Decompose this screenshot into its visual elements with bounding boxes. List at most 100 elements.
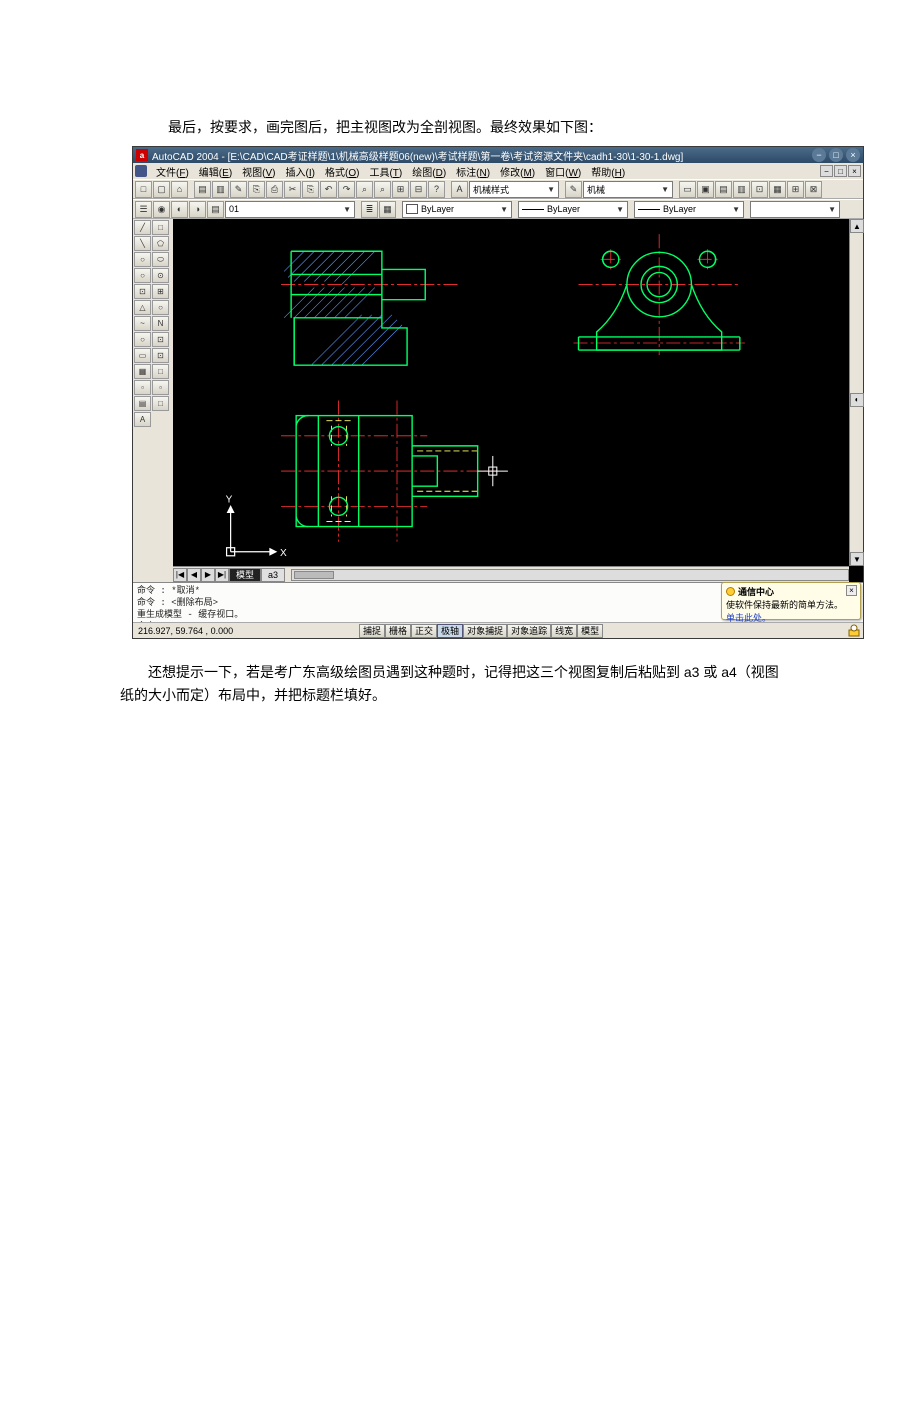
draw-tool-2[interactable]: ╲ xyxy=(134,236,151,251)
menu-dim[interactable]: 标注(N) xyxy=(451,163,495,180)
std-btn2-10[interactable]: ⌕ xyxy=(374,181,391,198)
std-btnr-1[interactable]: ▣ xyxy=(697,181,714,198)
std-btn-0[interactable]: □ xyxy=(135,181,152,198)
close-button[interactable]: × xyxy=(846,148,860,162)
std-btn2-2[interactable]: ✎ xyxy=(230,181,247,198)
status-toggle-4[interactable]: 对象捕捉 xyxy=(463,624,507,638)
plotstyle-combo[interactable]: ▼ xyxy=(750,201,840,218)
menu-insert[interactable]: 插入(I) xyxy=(281,163,320,180)
draw-tool-22[interactable]: ▤ xyxy=(134,396,151,411)
doc-minimize-button[interactable]: − xyxy=(820,165,833,177)
draw-tool-11[interactable]: ○ xyxy=(152,300,169,315)
layer-btn-1[interactable]: ◉ xyxy=(153,201,170,218)
std-btnr-0[interactable]: ▭ xyxy=(679,181,696,198)
layer-btn-0[interactable]: ☰ xyxy=(135,201,152,218)
draw-tool-3[interactable]: ⬠ xyxy=(152,236,169,251)
std-btn2-6[interactable]: ⎘ xyxy=(302,181,319,198)
draw-tool-23[interactable]: □ xyxy=(152,396,169,411)
tab-nav-first[interactable]: |◀ xyxy=(173,568,187,582)
draw-tool-6[interactable]: ○ xyxy=(134,268,151,283)
status-toggle-7[interactable]: 模型 xyxy=(577,624,603,638)
horizontal-scrollbar[interactable] xyxy=(291,569,849,581)
scroll-up-button[interactable]: ▲ xyxy=(850,219,864,233)
textstyle-combo[interactable]: 机械▼ xyxy=(583,181,673,198)
status-toggle-5[interactable]: 对象追踪 xyxy=(507,624,551,638)
status-toggle-2[interactable]: 正交 xyxy=(411,624,437,638)
status-toggle-1[interactable]: 栅格 xyxy=(385,624,411,638)
doc-close-button[interactable]: × xyxy=(848,165,861,177)
scroll-down-button[interactable]: ▼ xyxy=(850,552,864,566)
menu-window[interactable]: 窗口(W) xyxy=(540,163,586,180)
dimstyle-button[interactable]: A xyxy=(451,181,468,198)
std-btn2-4[interactable]: ⎙ xyxy=(266,181,283,198)
vertical-scrollbar[interactable]: ▲ ◐ ▼ xyxy=(849,219,863,566)
std-btn2-1[interactable]: ▥ xyxy=(212,181,229,198)
popup-close-button[interactable]: × xyxy=(846,585,857,596)
tab-a3[interactable]: a3 xyxy=(261,568,285,582)
maximize-button[interactable]: □ xyxy=(829,148,843,162)
layer-toggle-1[interactable]: ▦ xyxy=(379,201,396,218)
menu-help[interactable]: 帮助(H) xyxy=(586,163,630,180)
std-btn2-8[interactable]: ↷ xyxy=(338,181,355,198)
dimstyle-combo[interactable]: 机械样式▼ xyxy=(469,181,559,198)
std-btn2-5[interactable]: ✂ xyxy=(284,181,301,198)
tray-icon[interactable] xyxy=(847,624,861,638)
draw-tool-16[interactable]: ▭ xyxy=(134,348,151,363)
draw-tool-17[interactable]: ⊡ xyxy=(152,348,169,363)
draw-tool-1[interactable]: □ xyxy=(152,220,169,235)
menu-view[interactable]: 视图(V) xyxy=(237,163,280,180)
std-btnr-7[interactable]: ⊠ xyxy=(805,181,822,198)
draw-tool-8[interactable]: ⊡ xyxy=(134,284,151,299)
std-btn2-11[interactable]: ⊞ xyxy=(392,181,409,198)
layer-btn-3[interactable]: ◑ xyxy=(189,201,206,218)
std-btn2-12[interactable]: ⊟ xyxy=(410,181,427,198)
draw-tool-14[interactable]: ○ xyxy=(134,332,151,347)
std-btnr-6[interactable]: ⊞ xyxy=(787,181,804,198)
menu-format[interactable]: 格式(O) xyxy=(320,163,364,180)
std-btn2-9[interactable]: ⌕ xyxy=(356,181,373,198)
menu-edit[interactable]: 编辑(E) xyxy=(194,163,237,180)
tab-nav-last[interactable]: ▶| xyxy=(215,568,229,582)
std-btnr-3[interactable]: ▥ xyxy=(733,181,750,198)
tab-nav-next[interactable]: ▶ xyxy=(201,568,215,582)
draw-tool-19[interactable]: □ xyxy=(152,364,169,379)
draw-tool-10[interactable]: △ xyxy=(134,300,151,315)
std-btn-1[interactable]: ▢ xyxy=(153,181,170,198)
std-btnr-5[interactable]: ▦ xyxy=(769,181,786,198)
draw-tool-7[interactable]: ⊙ xyxy=(152,268,169,283)
draw-tool-12[interactable]: ~ xyxy=(134,316,151,331)
draw-tool-15[interactable]: ⊡ xyxy=(152,332,169,347)
draw-tool-24[interactable]: A xyxy=(134,412,151,427)
tab-nav-prev[interactable]: ◀ xyxy=(187,568,201,582)
std-btn2-3[interactable]: ⎘ xyxy=(248,181,265,198)
draw-tool-0[interactable]: ╱ xyxy=(134,220,151,235)
minimize-button[interactable]: − xyxy=(812,148,826,162)
draw-tool-20[interactable]: ▫ xyxy=(134,380,151,395)
tab-model[interactable]: 模型 xyxy=(229,568,261,582)
draw-tool-21[interactable]: ▫ xyxy=(152,380,169,395)
layer-combo[interactable]: 01▼ xyxy=(225,201,355,218)
layer-btn-2[interactable]: ◐ xyxy=(171,201,188,218)
layer-btn-4[interactable]: ▤ xyxy=(207,201,224,218)
std-btn2-7[interactable]: ↶ xyxy=(320,181,337,198)
color-combo[interactable]: ByLayer▼ xyxy=(402,201,512,218)
menu-modify[interactable]: 修改(M) xyxy=(495,163,540,180)
draw-tool-4[interactable]: ○ xyxy=(134,252,151,267)
std-btn2-13[interactable]: ? xyxy=(428,181,445,198)
menu-file[interactable]: 文件(F) xyxy=(151,163,194,180)
layer-toggle-0[interactable]: ≣ xyxy=(361,201,378,218)
std-btn2-0[interactable]: ▤ xyxy=(194,181,211,198)
draw-tool-13[interactable]: N xyxy=(152,316,169,331)
doc-maximize-button[interactable]: □ xyxy=(834,165,847,177)
std-btnr-2[interactable]: ▤ xyxy=(715,181,732,198)
status-toggle-0[interactable]: 捕捉 xyxy=(359,624,385,638)
menu-tools[interactable]: 工具(T) xyxy=(364,163,407,180)
lineweight-combo[interactable]: ByLayer▼ xyxy=(634,201,744,218)
menu-draw[interactable]: 绘图(D) xyxy=(407,163,451,180)
std-btn-2[interactable]: ⌂ xyxy=(171,181,188,198)
std-btnr-4[interactable]: ⊡ xyxy=(751,181,768,198)
draw-tool-5[interactable]: ⬭ xyxy=(152,252,169,267)
status-toggle-6[interactable]: 线宽 xyxy=(551,624,577,638)
status-toggle-3[interactable]: 极轴 xyxy=(437,624,463,638)
draw-tool-9[interactable]: ⊞ xyxy=(152,284,169,299)
